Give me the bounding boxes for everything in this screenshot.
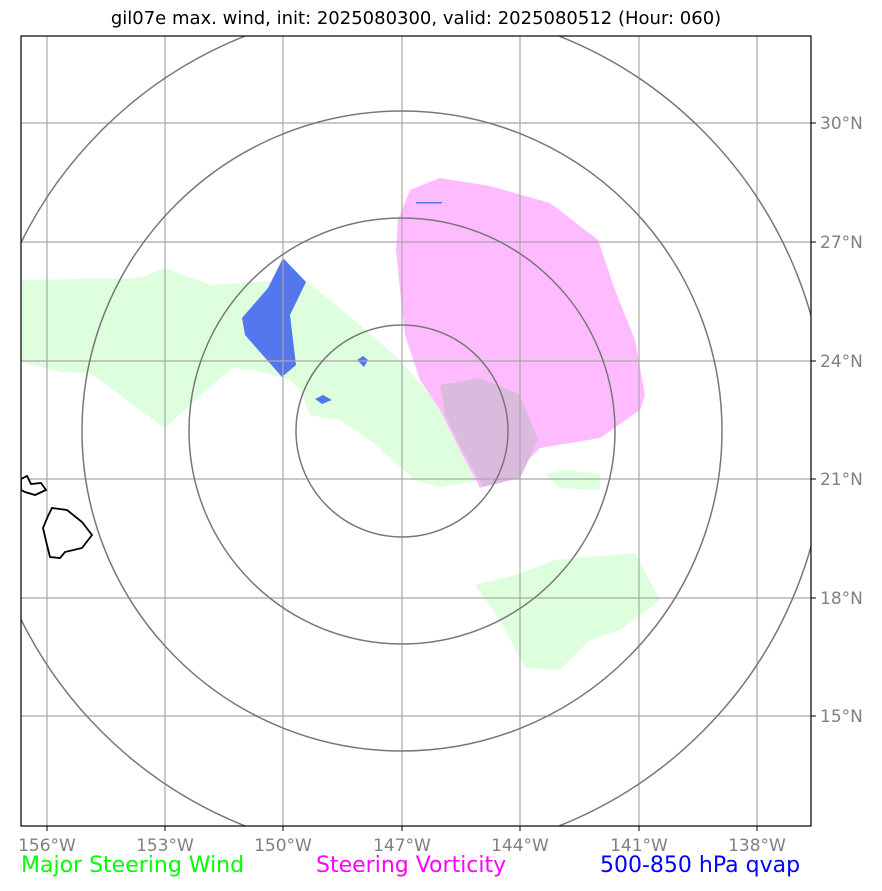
lon-label-156w: 156°W: [18, 836, 76, 856]
lat-label-18n: 18°N: [820, 589, 863, 609]
legend-qvap: 500-850 hPa qvap: [600, 853, 801, 878]
qvap-region-thin: [416, 202, 442, 204]
steering-wind-layer: [21, 268, 660, 670]
steering-wind-region-main: [21, 268, 480, 487]
lat-label-27n: 27°N: [820, 233, 863, 253]
tick-marks: [46, 122, 816, 831]
lon-label-153w: 153°W: [136, 836, 194, 856]
lon-label-144w: 144°W: [491, 836, 549, 856]
steering-wind-region-south: [475, 553, 660, 670]
hawaii-coastline: [21, 474, 94, 559]
overlap-region: [440, 378, 538, 487]
lon-label-138w: 138°W: [728, 836, 786, 856]
steering-wind-region-east: [545, 470, 600, 490]
lat-label-21n: 21°N: [820, 470, 863, 490]
lon-label-141w: 141°W: [610, 836, 668, 856]
latitude-labels: 30°N 27°N 24°N 21°N 18°N 15°N: [820, 114, 863, 727]
longitude-labels: 156°W 153°W 150°W 147°W 144°W 141°W 138°…: [18, 836, 786, 856]
legend-steering-vorticity: Steering Vorticity: [316, 853, 507, 878]
lat-label-24n: 24°N: [820, 352, 863, 372]
big-island-outline: [42, 507, 94, 559]
range-rings: [21, 36, 811, 826]
gridlines: [21, 36, 811, 826]
map-title: gil07e max. wind, init: 2025080300, vali…: [110, 8, 722, 29]
lon-label-150w: 150°W: [254, 836, 312, 856]
legend-steering-wind: Major Steering Wind: [21, 853, 245, 878]
map-frame: [20, 35, 812, 827]
lon-label-147w: 147°W: [373, 836, 431, 856]
qvap-region-main: [242, 258, 306, 377]
qvap-region-small-2: [315, 395, 332, 404]
lat-label-15n: 15°N: [820, 707, 863, 727]
lat-label-30n: 30°N: [820, 114, 863, 134]
maui-outline: [21, 474, 48, 496]
